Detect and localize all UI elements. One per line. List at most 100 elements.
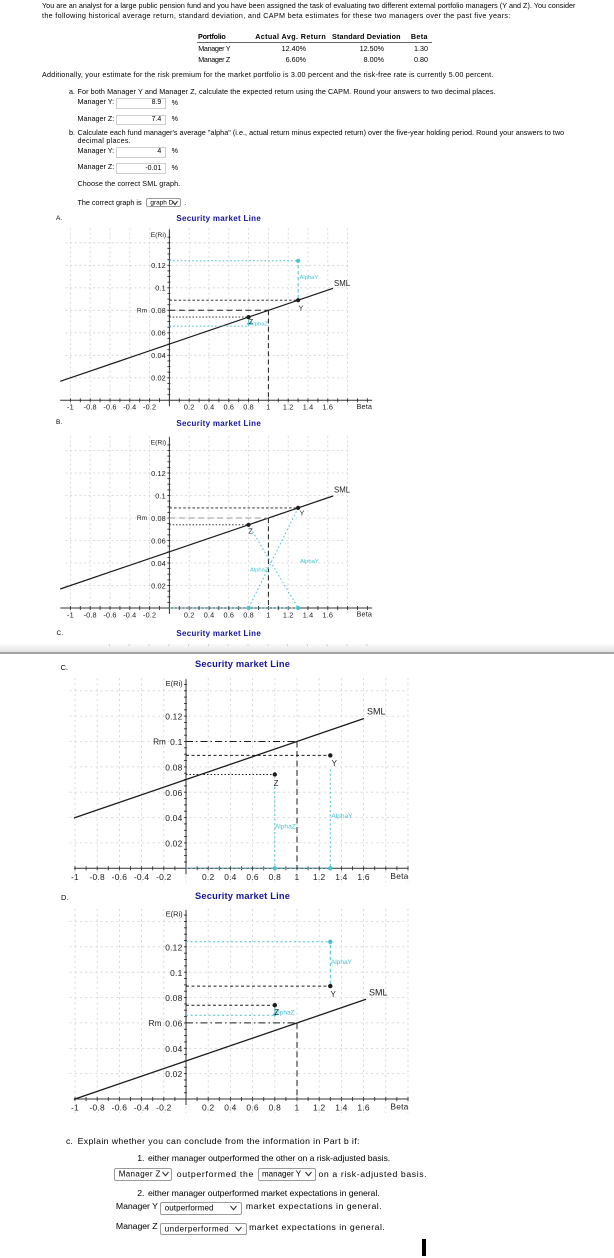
- svg-text:0.08: 0.08: [151, 514, 166, 523]
- svg-text:AlphaY: AlphaY: [331, 959, 353, 966]
- svg-text:AlphaY: AlphaY: [300, 559, 319, 565]
- svg-text:1.6: 1.6: [357, 1103, 369, 1113]
- svg-text:0.8: 0.8: [269, 872, 281, 882]
- svg-text:0.4: 0.4: [204, 403, 215, 412]
- svg-text:Y: Y: [332, 759, 338, 768]
- svg-text:0.12: 0.12: [151, 261, 166, 270]
- svg-text:0.04: 0.04: [165, 813, 182, 823]
- svg-text:1.6: 1.6: [357, 872, 369, 882]
- svg-text:0.1: 0.1: [170, 737, 182, 747]
- svg-text:-0.4: -0.4: [134, 1103, 150, 1113]
- svg-text:0.6: 0.6: [246, 1103, 258, 1113]
- svg-text:Rm: Rm: [137, 515, 148, 522]
- svg-text:0.04: 0.04: [151, 559, 166, 568]
- svg-text:-1: -1: [67, 610, 74, 619]
- svg-text:Y: Y: [331, 990, 337, 999]
- svg-text:0.8: 0.8: [243, 610, 254, 619]
- svg-text:0.2: 0.2: [202, 1103, 214, 1113]
- svg-text:Rm: Rm: [153, 738, 166, 747]
- svg-text:AlphaZ: AlphaZ: [250, 568, 269, 574]
- svg-text:Y: Y: [300, 509, 305, 518]
- svg-text:-1: -1: [71, 872, 79, 882]
- svg-text:0.06: 0.06: [151, 329, 166, 338]
- svg-text:0.04: 0.04: [151, 351, 166, 360]
- svg-text:0.12: 0.12: [165, 712, 182, 722]
- svg-text:-0.4: -0.4: [123, 403, 136, 412]
- svg-text:-0.8: -0.8: [84, 610, 97, 619]
- svg-text:1.2: 1.2: [313, 1103, 325, 1113]
- svg-text:1.4: 1.4: [303, 610, 314, 619]
- svg-text:0.1: 0.1: [170, 968, 182, 978]
- svg-text:E(Ri): E(Ri): [151, 440, 166, 447]
- svg-text:0.08: 0.08: [151, 306, 166, 315]
- svg-text:-0.8: -0.8: [84, 403, 97, 412]
- svg-text:0.2: 0.2: [184, 403, 195, 412]
- svg-text:Rm: Rm: [137, 308, 148, 315]
- svg-text:-0.8: -0.8: [89, 1103, 105, 1113]
- svg-text:E(Ri): E(Ri): [166, 679, 184, 688]
- svg-text:Rm: Rm: [149, 1019, 162, 1028]
- svg-text:0.02: 0.02: [165, 1069, 182, 1079]
- svg-text:0.04: 0.04: [165, 1044, 182, 1054]
- svg-text:0.2: 0.2: [202, 872, 214, 882]
- svg-text:Beta: Beta: [390, 871, 408, 881]
- svg-text:0.02: 0.02: [165, 839, 182, 849]
- svg-text:0.4: 0.4: [224, 872, 236, 882]
- svg-text:-0.2: -0.2: [156, 872, 172, 882]
- svg-text:0.12: 0.12: [151, 469, 166, 478]
- svg-text:AlphaZ: AlphaZ: [275, 823, 296, 830]
- svg-text:1: 1: [295, 1103, 300, 1113]
- svg-text:0.06: 0.06: [165, 788, 182, 798]
- svg-text:-0.4: -0.4: [134, 872, 150, 882]
- svg-text:0.6: 0.6: [246, 872, 258, 882]
- svg-text:1.2: 1.2: [313, 872, 325, 882]
- svg-text:1.6: 1.6: [323, 610, 334, 619]
- svg-text:0.8: 0.8: [269, 1103, 281, 1113]
- svg-text:Z: Z: [274, 1008, 279, 1017]
- svg-text:0.02: 0.02: [151, 581, 166, 590]
- svg-text:1: 1: [266, 403, 270, 412]
- svg-text:Beta: Beta: [356, 402, 372, 411]
- svg-text:1.2: 1.2: [283, 610, 294, 619]
- svg-text:1.6: 1.6: [323, 403, 334, 412]
- svg-text:1: 1: [295, 872, 300, 882]
- svg-text:AlphaY: AlphaY: [331, 813, 353, 820]
- svg-text:Y: Y: [299, 303, 304, 312]
- svg-text:0.08: 0.08: [165, 763, 182, 773]
- svg-text:-0.6: -0.6: [103, 610, 116, 619]
- svg-text:AlphaY: AlphaY: [300, 275, 319, 281]
- svg-text:-0.6: -0.6: [112, 1103, 128, 1113]
- svg-text:SML: SML: [367, 707, 386, 717]
- svg-text:Beta: Beta: [356, 610, 372, 619]
- svg-text:-0.2: -0.2: [156, 1103, 172, 1113]
- svg-text:-1: -1: [71, 1103, 79, 1113]
- svg-text:-0.8: -0.8: [89, 872, 105, 882]
- svg-text:-0.6: -0.6: [112, 872, 128, 882]
- svg-text:1.4: 1.4: [335, 1103, 347, 1113]
- svg-text:-0.2: -0.2: [143, 403, 156, 412]
- svg-text:0.08: 0.08: [165, 993, 182, 1003]
- svg-text:E(Ri): E(Ri): [166, 910, 184, 919]
- svg-text:0.4: 0.4: [224, 1103, 236, 1113]
- svg-text:E(Ri): E(Ri): [151, 232, 166, 239]
- svg-text:0.2: 0.2: [184, 610, 195, 619]
- svg-text:0.1: 0.1: [155, 284, 166, 293]
- svg-text:0.06: 0.06: [165, 1019, 182, 1029]
- svg-text:0.06: 0.06: [151, 536, 166, 545]
- svg-text:-0.2: -0.2: [143, 610, 156, 619]
- svg-text:SML: SML: [369, 988, 388, 998]
- svg-text:0.02: 0.02: [151, 374, 166, 383]
- svg-text:1.4: 1.4: [335, 872, 347, 882]
- svg-text:Z: Z: [248, 526, 253, 535]
- svg-text:AlphaZ: AlphaZ: [274, 1009, 295, 1016]
- svg-text:AlphaZ: AlphaZ: [250, 321, 269, 327]
- svg-text:Beta: Beta: [390, 1102, 408, 1112]
- svg-text:-1: -1: [67, 403, 74, 412]
- svg-text:SML: SML: [334, 485, 351, 494]
- svg-text:0.12: 0.12: [165, 942, 182, 952]
- svg-text:0.8: 0.8: [243, 403, 254, 412]
- svg-text:1.4: 1.4: [303, 403, 314, 412]
- svg-text:0.6: 0.6: [224, 403, 235, 412]
- svg-text:Z: Z: [274, 779, 279, 788]
- svg-text:1: 1: [266, 610, 270, 619]
